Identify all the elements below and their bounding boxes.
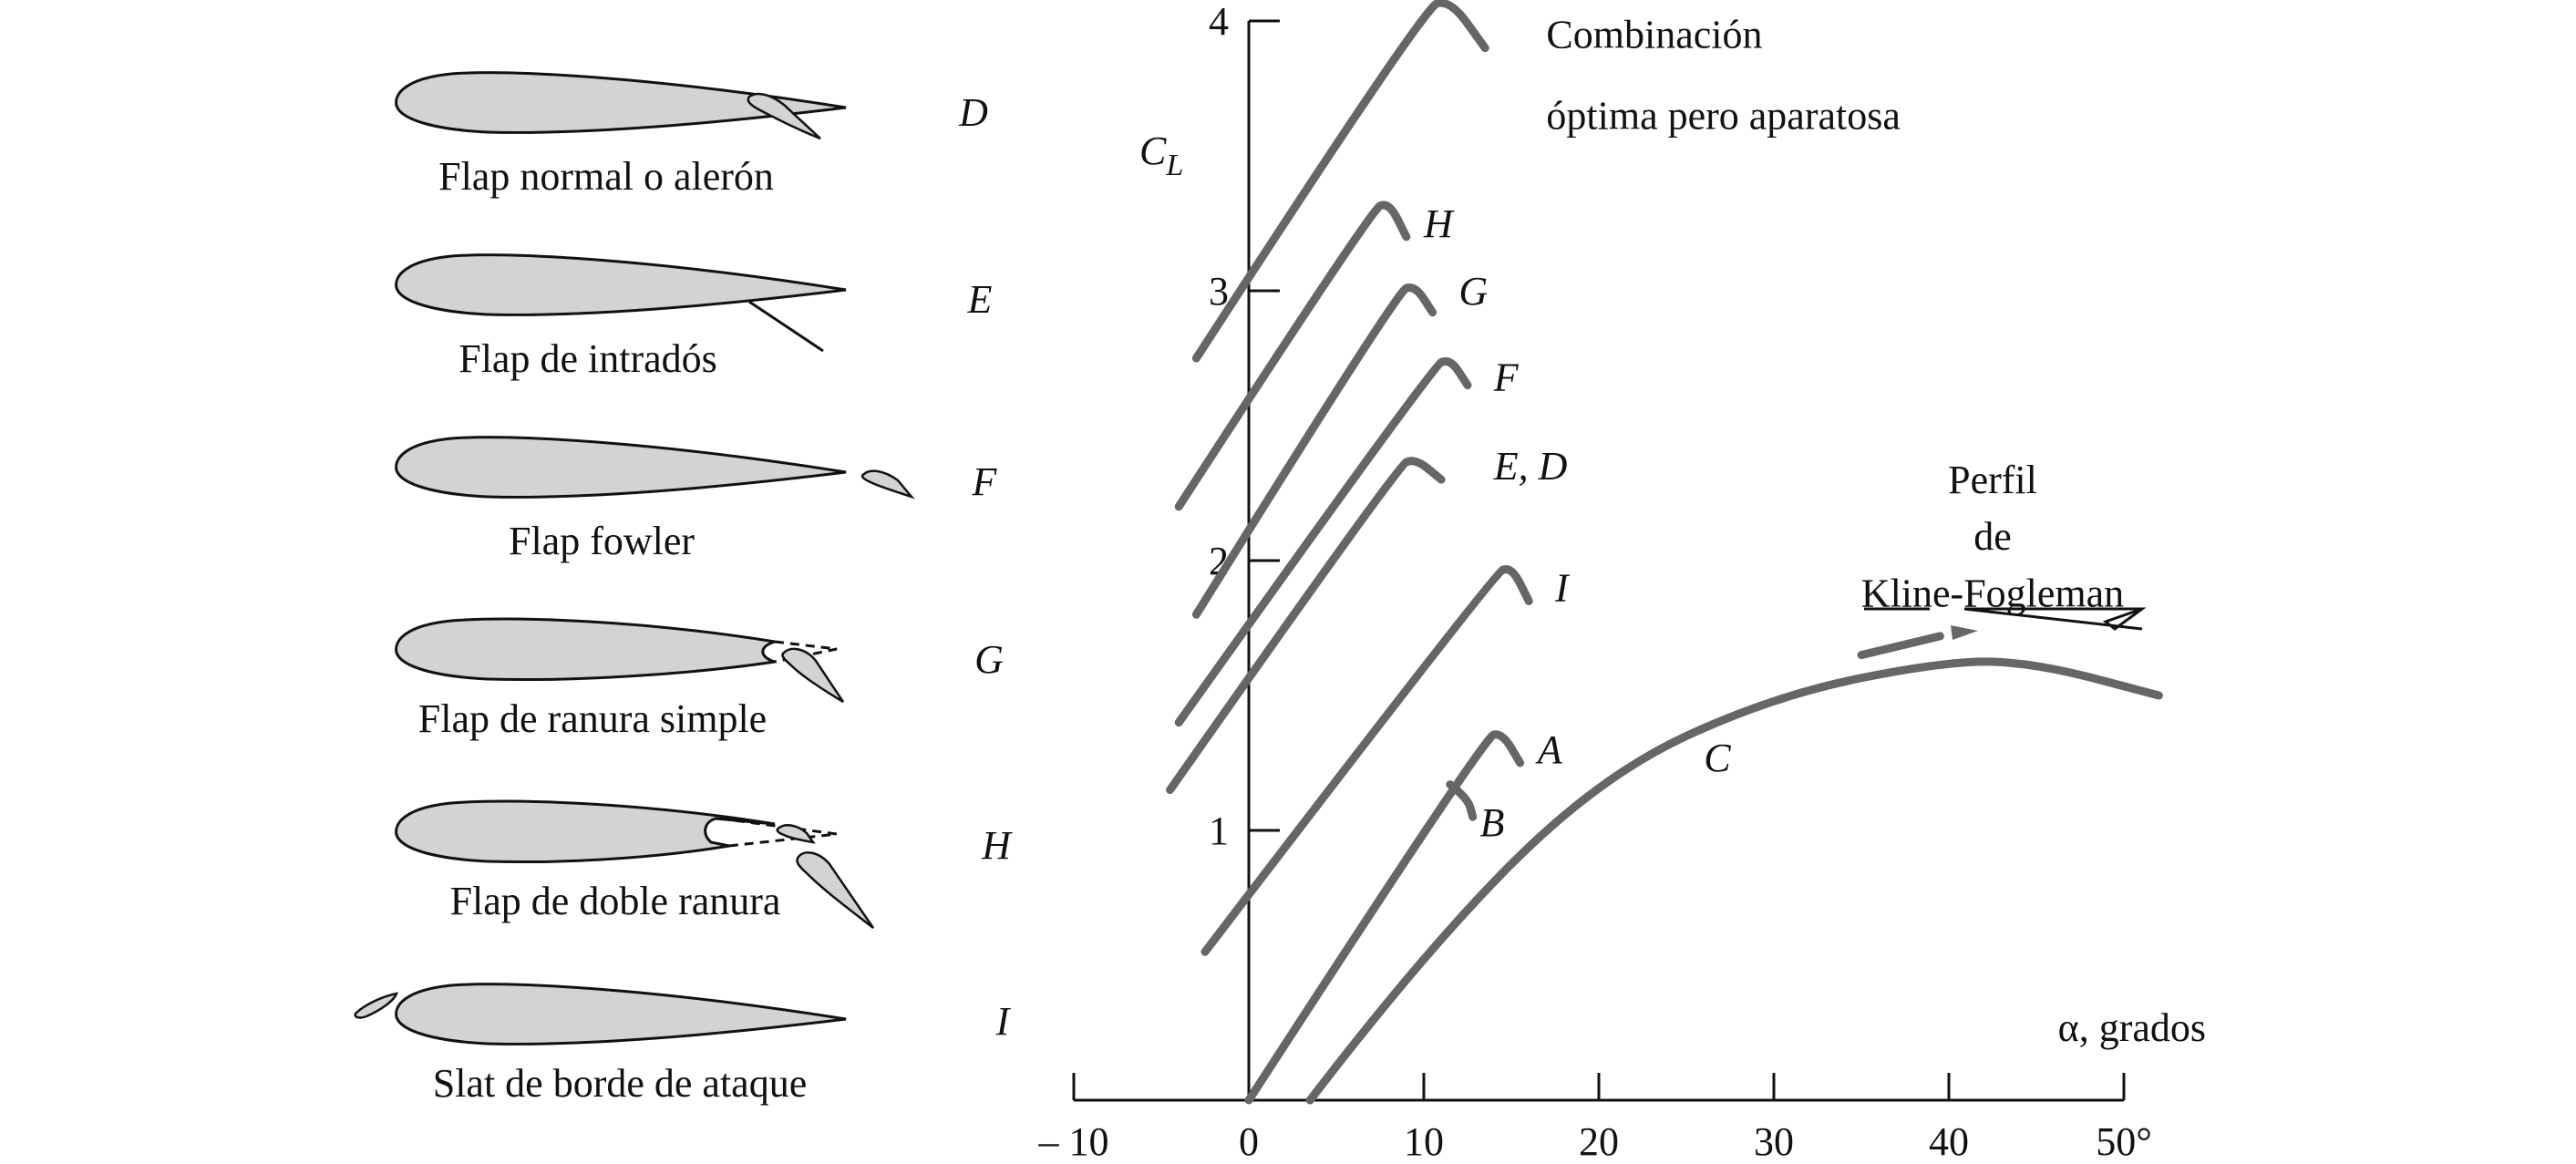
- annotation-b: B: [1479, 800, 1504, 845]
- series-line-g: [1191, 283, 1437, 619]
- series-line-f: [1174, 356, 1472, 727]
- x-tick-label: 0: [1239, 1119, 1259, 1164]
- x-tick-label: 50°: [2096, 1119, 2152, 1164]
- kline-fogleman-airfoil-outline: [1963, 607, 2147, 631]
- airfoil-G-caption: Flap de ranura simple: [418, 696, 767, 741]
- airfoil-H-flap: [796, 851, 875, 929]
- series-line-c: [1305, 657, 2163, 1105]
- airfoil-D-caption: Flap normal o alerón: [438, 154, 774, 199]
- series-line-h: [1174, 201, 1411, 511]
- airfoil-E-letter: E: [967, 277, 993, 322]
- chart-series: [1166, 0, 2163, 1105]
- airfoil-G-flap: [781, 647, 845, 704]
- airfoil-D-flap: [747, 92, 821, 140]
- series-line-b: [1446, 780, 1478, 821]
- annotation-ptima-pero-aparatosa: óptima pero aparatosa: [1546, 93, 1901, 138]
- y-axis-label-main: C: [1139, 129, 1167, 173]
- series-line-i: [1200, 565, 1533, 956]
- chart-annotations: Combinación óptima pero aparatosa HGF E, D I…: [1423, 13, 2124, 845]
- airfoil-D-letter: D: [958, 90, 988, 135]
- airfoil-D-body: [395, 71, 847, 134]
- x-tick-label: 40: [1929, 1119, 1969, 1164]
- airfoil-F-letter: F: [972, 459, 998, 504]
- annotation-i: I: [1554, 565, 1571, 610]
- airfoil-I: [354, 983, 847, 1046]
- y-axis-label-sub: L: [1165, 149, 1183, 182]
- annotation-perfil: Perfil: [1948, 458, 2037, 502]
- airfoil-D: [395, 71, 847, 140]
- series-line-e-d: [1166, 457, 1446, 795]
- airfoil-E-flap: [748, 300, 824, 353]
- annotation-de: de: [1973, 514, 2012, 559]
- airfoil-H-vane: [776, 824, 816, 844]
- kline-fogleman-pointer: [1864, 607, 2147, 640]
- annotation-h: H: [1423, 201, 1455, 246]
- airfoil-G: [395, 617, 845, 704]
- airfoil-G-body: [395, 617, 776, 682]
- annotation-e-d: E, D: [1493, 444, 1568, 489]
- annotation-c: C: [1704, 736, 1731, 780]
- y-tick-label: 3: [1209, 269, 1229, 314]
- x-axis-label: α, grados: [2058, 1005, 2206, 1050]
- series-line-combinaci-n-ptima-pero-aparatosa: [1191, 0, 1489, 363]
- x-tick-label: 10: [1404, 1119, 1444, 1164]
- airfoil-I-slat: [354, 992, 398, 1019]
- airfoil-H-body: [395, 799, 776, 864]
- airfoil-F-caption: Flap fowler: [509, 519, 695, 563]
- y-tick-label: 1: [1209, 809, 1229, 853]
- y-axis-label: CL: [1139, 129, 1183, 182]
- annotation-g: G: [1458, 269, 1488, 314]
- airfoil-E-caption: Flap de intradós: [459, 336, 717, 381]
- airfoil-F: [395, 436, 915, 500]
- airfoil-I-caption: Slat de borde de ataque: [433, 1061, 808, 1106]
- x-tick-label: – 10: [1038, 1119, 1109, 1164]
- airfoil-E-body: [395, 253, 847, 316]
- airfoil-H-letter: H: [981, 823, 1013, 868]
- series-line-a: [1244, 730, 1525, 1105]
- airfoil-I-letter: I: [995, 999, 1012, 1044]
- airfoil-H-caption: Flap de doble ranura: [450, 879, 781, 923]
- x-tick-label: 20: [1579, 1119, 1619, 1164]
- airfoil-I-body: [395, 983, 847, 1046]
- annotation-f: F: [1493, 355, 1520, 400]
- airfoil-G-letter: G: [974, 637, 1004, 682]
- x-tick-label: 30: [1754, 1119, 1794, 1164]
- airfoil-E: [395, 253, 847, 353]
- annotation-a: A: [1535, 727, 1563, 772]
- airfoil-G-slot-dash: [774, 640, 838, 664]
- kline-fogleman-arrow-shaft: [1857, 632, 1944, 660]
- airfoil-H: [395, 799, 875, 929]
- kline-fogleman-arrow: [1951, 625, 1978, 640]
- annotation-combinaci-n: Combinación: [1546, 13, 1762, 57]
- airfoil-F-body: [395, 436, 847, 499]
- airfoil-F-flap: [860, 469, 915, 500]
- airfoil-H-slot-dash: [719, 817, 838, 848]
- y-tick-label: 4: [1209, 0, 1229, 44]
